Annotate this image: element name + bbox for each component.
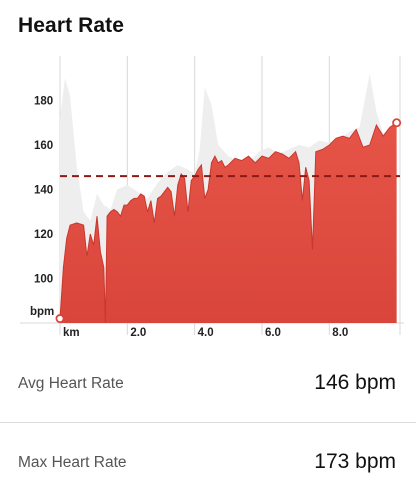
y-tick-label: 160	[34, 140, 53, 152]
x-tick-label: 6.0	[265, 327, 281, 339]
page-title: Heart Rate	[18, 14, 125, 37]
avg-heart-rate-row: Avg Heart Rate 146 bpm	[0, 343, 416, 423]
endpoint-marker	[392, 118, 402, 128]
heart-rate-line	[59, 122, 397, 324]
x-tick-label: 8.0	[332, 327, 348, 339]
x-axis-label: km	[63, 327, 80, 339]
y-tick-label: 100	[34, 274, 53, 286]
y-tick-label: 120	[34, 229, 53, 241]
avg-heart-rate-label: Avg Heart Rate	[18, 375, 124, 392]
endpoint-marker	[55, 314, 65, 324]
heart-rate-chart[interactable]: 100 120 140 160 180 bpm km 2.0 4.0 6.0 8.0	[0, 40, 416, 348]
x-tick-label: 2.0	[130, 327, 146, 339]
y-axis-label: bpm	[30, 306, 54, 318]
max-heart-rate-row: Max Heart Rate 173 bpm	[0, 422, 416, 502]
divider	[0, 422, 416, 423]
y-tick-label: 140	[34, 185, 53, 197]
max-heart-rate-label: Max Heart Rate	[18, 454, 127, 471]
x-tick-label: 4.0	[198, 327, 214, 339]
y-tick-label: 180	[34, 96, 53, 108]
max-heart-rate-value: 173 bpm	[314, 450, 396, 473]
heart-rate-area	[60, 122, 397, 323]
avg-heart-rate-value: 146 bpm	[314, 371, 396, 394]
